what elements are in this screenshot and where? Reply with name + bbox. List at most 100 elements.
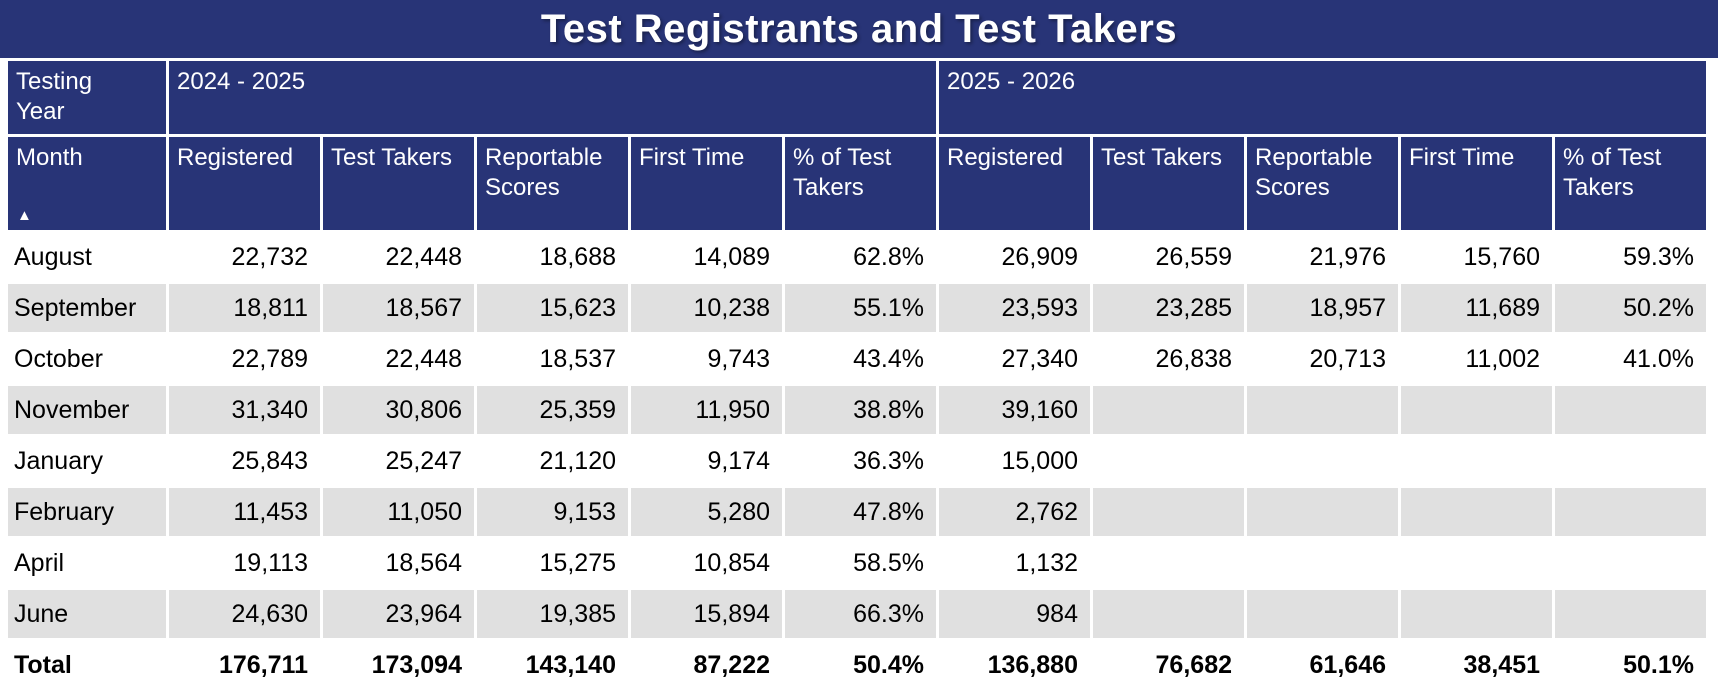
value-cell	[1093, 437, 1244, 485]
column-header-registered-y1: Registered	[169, 137, 320, 230]
value-cell	[1093, 590, 1244, 638]
value-cell: 19,113	[169, 539, 320, 587]
year-header-row: Testing Year 2024 - 2025 2025 - 2026	[8, 61, 1706, 134]
value-cell: 25,843	[169, 437, 320, 485]
value-cell	[1093, 488, 1244, 536]
page-title: Test Registrants and Test Takers	[0, 0, 1718, 58]
value-cell: 9,174	[631, 437, 782, 485]
value-cell: 9,153	[477, 488, 628, 536]
month-cell: April	[8, 539, 166, 587]
month-cell: August	[8, 233, 166, 281]
value-cell: 30,806	[323, 386, 474, 434]
table-row: October 22,789 22,448 18,537 9,743 43.4% 27,34…	[8, 335, 1706, 383]
table-row: September 18,811 18,567 15,623 10,238 55.1% 23…	[8, 284, 1706, 332]
table-row: June 24,630 23,964 19,385 15,894 66.3% 984	[8, 590, 1706, 638]
year-group-2025-2026: 2025 - 2026	[939, 61, 1706, 134]
month-cell: February	[8, 488, 166, 536]
value-cell: 58.5%	[785, 539, 936, 587]
value-cell: 23,593	[939, 284, 1090, 332]
table-row: January 25,843 25,247 21,120 9,174 36.3% 15,00…	[8, 437, 1706, 485]
value-cell: 2,762	[939, 488, 1090, 536]
value-cell: 22,448	[323, 335, 474, 383]
registrants-table: Testing Year 2024 - 2025 2025 - 2026 Mon…	[5, 58, 1709, 692]
value-cell: 76,682	[1093, 641, 1244, 689]
value-cell: 21,976	[1247, 233, 1398, 281]
month-cell: October	[8, 335, 166, 383]
value-cell: 43.4%	[785, 335, 936, 383]
month-header-label: Month	[16, 144, 83, 171]
value-cell: 11,050	[323, 488, 474, 536]
value-cell: 61,646	[1247, 641, 1398, 689]
table-body: August 22,732 22,448 18,688 14,089 62.8% 26,90…	[8, 233, 1706, 689]
value-cell: 66.3%	[785, 590, 936, 638]
value-cell: 25,359	[477, 386, 628, 434]
value-cell: 136,880	[939, 641, 1090, 689]
value-cell	[1247, 488, 1398, 536]
month-cell: November	[8, 386, 166, 434]
year-group-2024-2025: 2024 - 2025	[169, 61, 936, 134]
value-cell	[1247, 590, 1398, 638]
value-cell: 50.1%	[1555, 641, 1706, 689]
value-cell	[1401, 590, 1552, 638]
table-row: April 19,113 18,564 15,275 10,854 58.5% 1,132	[8, 539, 1706, 587]
value-cell: 38,451	[1401, 641, 1552, 689]
value-cell: 23,285	[1093, 284, 1244, 332]
value-cell: 10,238	[631, 284, 782, 332]
column-header-reportable-scores-y1: Reportable Scores	[477, 137, 628, 230]
table-row: November 31,340 30,806 25,359 11,950 38.8% 39,…	[8, 386, 1706, 434]
month-cell: June	[8, 590, 166, 638]
value-cell: 87,222	[631, 641, 782, 689]
value-cell: 47.8%	[785, 488, 936, 536]
table-row: February 11,453 11,050 9,153 5,280 47.8% 2,762	[8, 488, 1706, 536]
testing-year-label: Testing Year	[16, 68, 93, 125]
column-header-first-time-y1: First Time	[631, 137, 782, 230]
column-header-pct-test-takers-y2: % of Test Takers	[1555, 137, 1706, 230]
value-cell: 11,002	[1401, 335, 1552, 383]
value-cell: 31,340	[169, 386, 320, 434]
value-cell: 18,567	[323, 284, 474, 332]
value-cell: 11,453	[169, 488, 320, 536]
value-cell	[1093, 386, 1244, 434]
value-cell: 15,275	[477, 539, 628, 587]
value-cell	[1401, 539, 1552, 587]
value-cell	[1247, 539, 1398, 587]
value-cell: 55.1%	[785, 284, 936, 332]
column-header-first-time-y2: First Time	[1401, 137, 1552, 230]
column-header-pct-test-takers-y1: % of Test Takers	[785, 137, 936, 230]
month-cell: September	[8, 284, 166, 332]
column-header-test-takers-y2: Test Takers	[1093, 137, 1244, 230]
value-cell: 1,132	[939, 539, 1090, 587]
value-cell: 19,385	[477, 590, 628, 638]
value-cell	[1555, 488, 1706, 536]
value-cell	[1401, 437, 1552, 485]
column-header-registered-y2: Registered	[939, 137, 1090, 230]
table-row: August 22,732 22,448 18,688 14,089 62.8% 26,90…	[8, 233, 1706, 281]
value-cell: 36.3%	[785, 437, 936, 485]
month-column-header[interactable]: Month ▲	[8, 137, 166, 230]
value-cell: 26,909	[939, 233, 1090, 281]
value-cell: 9,743	[631, 335, 782, 383]
sort-ascending-icon: ▲	[17, 207, 32, 224]
month-cell: Total	[8, 641, 166, 689]
value-cell: 23,964	[323, 590, 474, 638]
value-cell: 22,789	[169, 335, 320, 383]
value-cell	[1555, 539, 1706, 587]
column-header-reportable-scores-y2: Reportable Scores	[1247, 137, 1398, 230]
value-cell: 15,894	[631, 590, 782, 638]
month-cell: January	[8, 437, 166, 485]
value-cell	[1555, 386, 1706, 434]
value-cell: 21,120	[477, 437, 628, 485]
value-cell: 22,732	[169, 233, 320, 281]
value-cell	[1401, 386, 1552, 434]
value-cell: 39,160	[939, 386, 1090, 434]
value-cell: 176,711	[169, 641, 320, 689]
value-cell: 20,713	[1247, 335, 1398, 383]
value-cell: 173,094	[323, 641, 474, 689]
value-cell: 18,688	[477, 233, 628, 281]
value-cell: 5,280	[631, 488, 782, 536]
value-cell: 15,760	[1401, 233, 1552, 281]
value-cell: 18,811	[169, 284, 320, 332]
value-cell	[1401, 488, 1552, 536]
value-cell: 18,564	[323, 539, 474, 587]
value-cell: 24,630	[169, 590, 320, 638]
